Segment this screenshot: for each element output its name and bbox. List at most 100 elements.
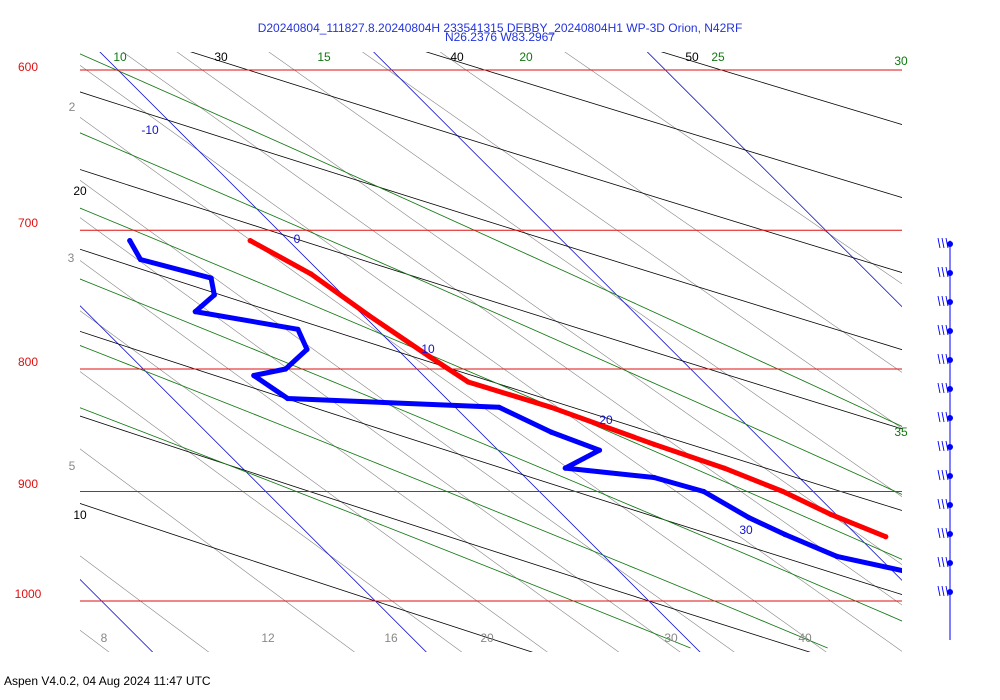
- wind-barb-tick-8-2: [937, 469, 941, 481]
- wind-barb-tick-2-2: [937, 295, 941, 307]
- dewpoint-trace-point-7: [283, 366, 289, 372]
- dewpoint-trace-point-19: [943, 577, 948, 582]
- moist-adiabat-label-0: 10: [113, 50, 127, 64]
- wind-barb-tick-8-1: [941, 469, 945, 481]
- moist-adiabat-label-3: 25: [711, 50, 725, 64]
- dewpoint-trace: [127, 238, 902, 574]
- wind-barb-tick-0-1: [941, 237, 945, 249]
- temperature-trace-point-3: [426, 353, 432, 359]
- dewpoint-trace-point-1: [137, 256, 144, 263]
- dewpoint-trace-point-2: [208, 275, 214, 281]
- wind-barb-tick-1-2: [937, 266, 941, 278]
- wind-barb-tick-3-2: [937, 324, 941, 336]
- temperature-trace-point-2: [366, 313, 372, 319]
- moist-adiabat-line-20: [80, 278, 902, 622]
- sounding-traces: [127, 238, 948, 582]
- wind-barb-tick-10-2: [937, 527, 941, 539]
- moist-adiabat-line-25: [80, 207, 902, 560]
- wind-barb-tick-7-2: [937, 440, 941, 452]
- dry-adiabat-line-60: [190, 52, 902, 273]
- chart-title: D20240804_111827.8.20240804H 233541315 D…: [258, 21, 743, 35]
- wind-barb-dot-5: [947, 386, 953, 392]
- isotherm-label-2: 10: [421, 342, 435, 356]
- mixing-ratio-line-12: [176, 52, 902, 565]
- wind-barb-dot-2: [947, 299, 953, 305]
- isotherm-line-m10: [80, 578, 154, 652]
- mixing-ratio-line-5: [80, 310, 548, 652]
- axis-labels: -10 0 10 20 30 600 700 800 900 1000 30 40 50 20 10 10 15…: [15, 50, 908, 645]
- dewpoint-trace-point-11: [548, 429, 554, 435]
- wind-barb-tick-5-1: [941, 382, 945, 394]
- mixing-ratio-line-13: [268, 52, 902, 498]
- wind-barb-dot-7: [947, 444, 953, 450]
- mixing-ratio-line-3: [80, 448, 355, 652]
- mixing-ratio-label-bottom-2: 16: [384, 631, 398, 645]
- moist-adiabat-line-10: [80, 407, 691, 649]
- dewpoint-trace-point-0: [127, 238, 133, 244]
- moist-adiabat-line-35: [80, 53, 902, 427]
- wind-barb-tick-4-2: [937, 353, 941, 365]
- mixing-ratio-line-7: [80, 217, 681, 652]
- mixing-ratio-label-left-1: 3: [68, 251, 75, 265]
- wind-barb-dot-1: [947, 270, 953, 276]
- dry-adiabat-line-20: [80, 330, 902, 595]
- mixing-ratio-label-left-2: 5: [69, 459, 76, 473]
- wind-barb-tick-12-1: [941, 585, 945, 597]
- wind-barb-dot-0: [947, 241, 953, 247]
- isotherm-line-10: [99, 52, 701, 652]
- mixing-ratio-line-9: [80, 116, 827, 652]
- isotherm-line-40: [911, 42, 1000, 662]
- moist-adiabat-label-2: 20: [519, 50, 533, 64]
- dewpoint-trace-point-15: [701, 488, 707, 495]
- moist-adiabats: [80, 53, 902, 649]
- wind-barb-tick-2-1: [941, 295, 945, 307]
- mixing-ratio-line-4: [80, 371, 463, 652]
- dry-adiabat-line-70: [425, 52, 902, 198]
- wind-barbs: [937, 237, 953, 640]
- wind-barb-tick-10-0: [945, 527, 949, 539]
- dewpoint-trace-point-5: [295, 326, 301, 332]
- wind-barb-tick-9-0: [945, 498, 949, 510]
- temperature-trace-point-5: [548, 404, 554, 410]
- moist-adiabat-label-4: 30: [894, 54, 908, 68]
- temperature-trace-point-10: [883, 534, 889, 540]
- mixing-ratio-label-bottom-1: 12: [261, 631, 275, 645]
- mixing-ratio-line-14: [362, 52, 902, 429]
- wind-barb-tick-3-0: [945, 324, 949, 336]
- pressure-label-700: 700: [18, 216, 38, 230]
- footer-version: Aspen V4.0.2, 04 Aug 2024 11:47 UTC: [4, 674, 211, 688]
- dewpoint-trace-point-18: [834, 553, 840, 560]
- pressure-label-900: 900: [18, 477, 38, 491]
- mixing-ratio-lines: [80, 52, 902, 652]
- dewpoint-trace-point-8: [251, 372, 257, 379]
- dry-adiabat-line-10: [80, 415, 811, 652]
- dry-adiabat-line-0: [80, 503, 534, 652]
- wind-barb-tick-10-1: [941, 527, 945, 539]
- isotherm-label-0: -10: [141, 123, 159, 137]
- mixing-ratio-label-left-0: 2: [69, 100, 76, 114]
- temperature-trace-point-4: [465, 379, 471, 385]
- dry-adiabat-line-40: [80, 169, 902, 430]
- dry-adiabat-label-left-1: 10: [73, 508, 87, 522]
- wind-barb-tick-9-1: [941, 498, 945, 510]
- wind-barb-tick-1-0: [945, 266, 949, 278]
- mixing-ratio-line-8: [80, 179, 735, 652]
- mixing-ratio-line-10: [80, 64, 902, 652]
- mixing-ratio-label-bottom-5: 40: [798, 631, 812, 645]
- isotherm-line-20: [373, 52, 902, 581]
- dry-adiabat-label-left-0: 20: [73, 184, 87, 198]
- wind-barb-tick-12-2: [937, 585, 941, 597]
- wind-barb-tick-0-0: [945, 237, 949, 249]
- isotherm-line-0: [80, 305, 427, 652]
- dewpoint-trace-point-16: [746, 515, 752, 521]
- wind-barb-dot-3: [947, 328, 953, 334]
- isotherm-label-1: 0: [294, 232, 301, 246]
- wind-barb-tick-7-1: [941, 440, 945, 452]
- moist-adiabat-label-1: 15: [317, 50, 331, 64]
- wind-barb-tick-0-2: [937, 237, 941, 249]
- mixing-ratio-line-16: [564, 52, 902, 285]
- wind-barb-tick-11-0: [945, 556, 949, 568]
- isotherm-line-30: [646, 52, 902, 308]
- dewpoint-trace-point-9: [285, 395, 291, 402]
